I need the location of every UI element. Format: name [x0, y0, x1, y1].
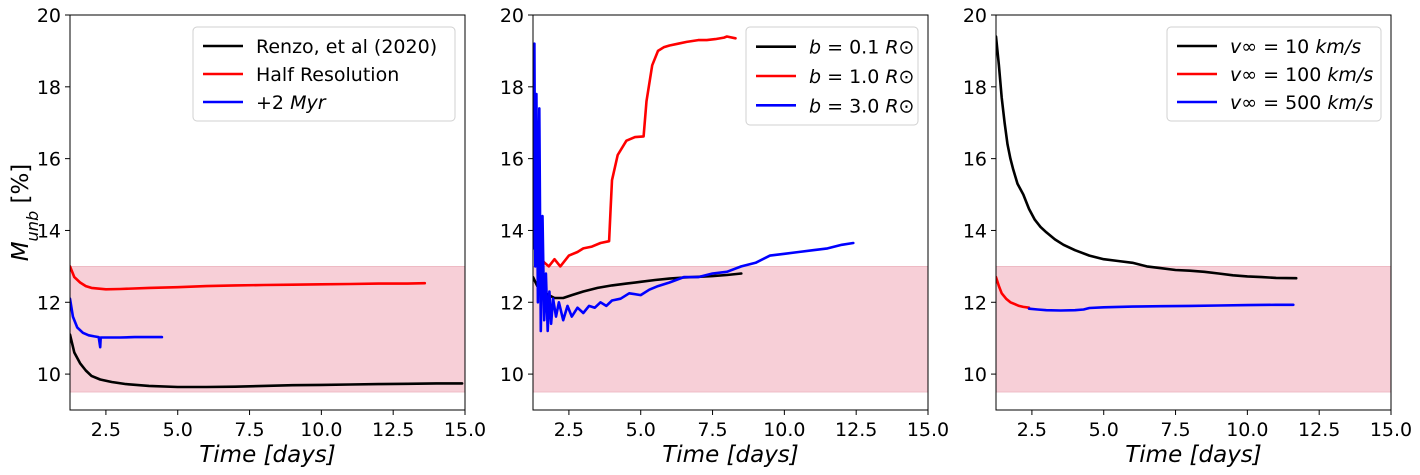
legend-label: v∞ = 10 km/s: [1230, 36, 1361, 58]
x-axis-label: Time [days]: [199, 442, 336, 468]
y-tick-label: 20: [963, 5, 987, 27]
x-tick-label: 12.5: [1298, 419, 1340, 441]
shaded-band: [996, 266, 1391, 392]
legend-label: Half Resolution: [256, 64, 399, 86]
y-tick-label: 18: [37, 77, 61, 99]
legend-label: v∞ = 500 km/s: [1230, 92, 1373, 114]
y-tick-label: 20: [500, 5, 524, 27]
x-tick-label: 2.5: [1017, 419, 1047, 441]
series-line-2: [533, 37, 736, 267]
shaded-band: [533, 266, 928, 392]
x-tick-label: 7.5: [234, 419, 264, 441]
x-tick-label: 12.5: [835, 419, 877, 441]
legend-label: Renzo, et al (2020): [256, 36, 437, 58]
x-tick-label: 10.0: [1226, 419, 1268, 441]
x-tick-label: 15.0: [1370, 419, 1412, 441]
x-tick-label: 10.0: [763, 419, 805, 441]
panel-2: 2.5 5.0 7.5 10.0 12.5 15.0 10 12 14 16 18 20 Time [d…: [500, 5, 949, 468]
x-tick-label: 15.0: [444, 419, 486, 441]
y-tick-label: 20: [37, 5, 61, 27]
x-axis-label: Time [days]: [1125, 442, 1262, 468]
y-tick-label: 10: [500, 364, 524, 386]
y-tick-label: 18: [500, 77, 524, 99]
x-tick-label: 7.5: [697, 419, 727, 441]
x-tick-label: 5.0: [163, 419, 193, 441]
legend-label: v∞ = 100 km/s: [1230, 64, 1373, 86]
y-tick-label: 12: [963, 292, 987, 314]
x-tick-label: 5.0: [1089, 419, 1119, 441]
x-tick-label: 15.0: [907, 419, 949, 441]
x-tick-label: 7.5: [1160, 419, 1190, 441]
y-tick-label: 18: [963, 77, 987, 99]
y-tick-label: 10: [963, 364, 987, 386]
y-tick-label: 14: [963, 220, 987, 242]
x-tick-label: 5.0: [626, 419, 656, 441]
legend-label: b = 1.0 R⊙: [809, 66, 914, 88]
y-tick-label: 10: [37, 364, 61, 386]
legend-label: b = 3.0 R⊙: [809, 95, 914, 117]
legend-label: b = 0.1 R⊙: [809, 37, 914, 59]
y-axis-label: Munb [%]: [8, 164, 42, 262]
legend-label: +2 Myr: [256, 92, 327, 114]
x-axis-label: Time [days]: [662, 442, 799, 468]
x-tick-label: 2.5: [554, 419, 584, 441]
panel-3: 2.5 5.0 7.5 10.0 12.5 15.0 10 12 14 16 18 20 Time [d…: [963, 5, 1412, 468]
x-tick-label: 10.0: [300, 419, 342, 441]
y-tick-label: 16: [963, 149, 987, 171]
y-tick-label: 12: [37, 292, 61, 314]
y-tick-label: 16: [500, 149, 524, 171]
x-tick-label: 2.5: [91, 419, 121, 441]
x-tick-label: 12.5: [372, 419, 414, 441]
y-tick-label: 14: [500, 220, 524, 242]
y-tick-label: 12: [500, 292, 524, 314]
y-tick-label: 16: [37, 149, 61, 171]
